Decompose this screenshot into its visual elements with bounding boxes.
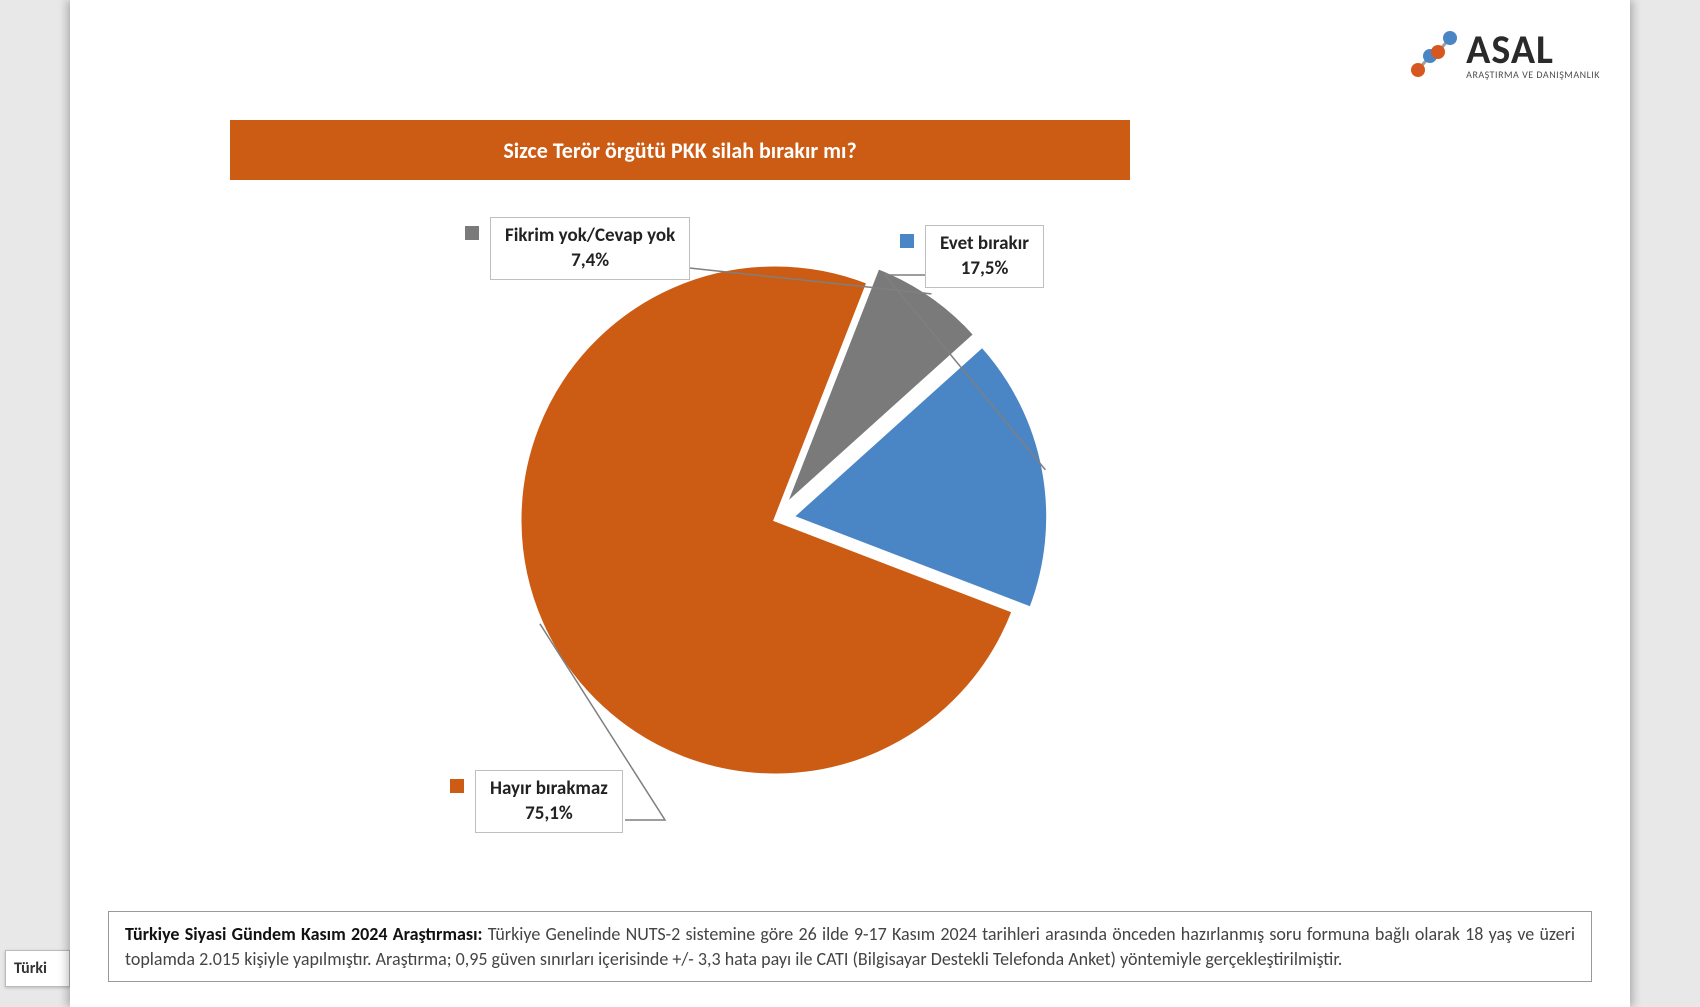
methodology-note: Türkiye Siyasi Gündem Kasım 2024 Araştır… — [108, 911, 1592, 982]
legend-marker — [465, 226, 479, 240]
legend-marker — [450, 779, 464, 793]
pie-label: Fikrim yok/Cevap yok7,4% — [490, 217, 690, 280]
pie-svg — [370, 210, 1270, 860]
pie-chart: Evet bırakır17,5% Fikrim yok/Cevap yok7,4… — [370, 210, 1270, 860]
logo-name: ASAL — [1466, 30, 1600, 70]
legend-marker — [900, 234, 914, 248]
logo-tagline: ARAŞTIRMA VE DANIŞMANLIK — [1466, 70, 1600, 80]
brand-logo: ASAL ARAŞTIRMA VE DANIŞMANLIK — [1408, 30, 1600, 80]
pie-label: Evet bırakır17,5% — [925, 225, 1044, 288]
question-title: Sizce Terör örgütü PKK silah bırakır mı? — [230, 120, 1130, 180]
page: ASAL ARAŞTIRMA VE DANIŞMANLIK Sizce Terö… — [70, 0, 1630, 1007]
partial-tab: Türki — [5, 950, 70, 987]
pie-label: Hayır bırakmaz75,1% — [475, 770, 623, 833]
logo-mark-icon — [1408, 30, 1458, 80]
methodology-title: Türkiye Siyasi Gündem Kasım 2024 Araştır… — [125, 923, 482, 945]
